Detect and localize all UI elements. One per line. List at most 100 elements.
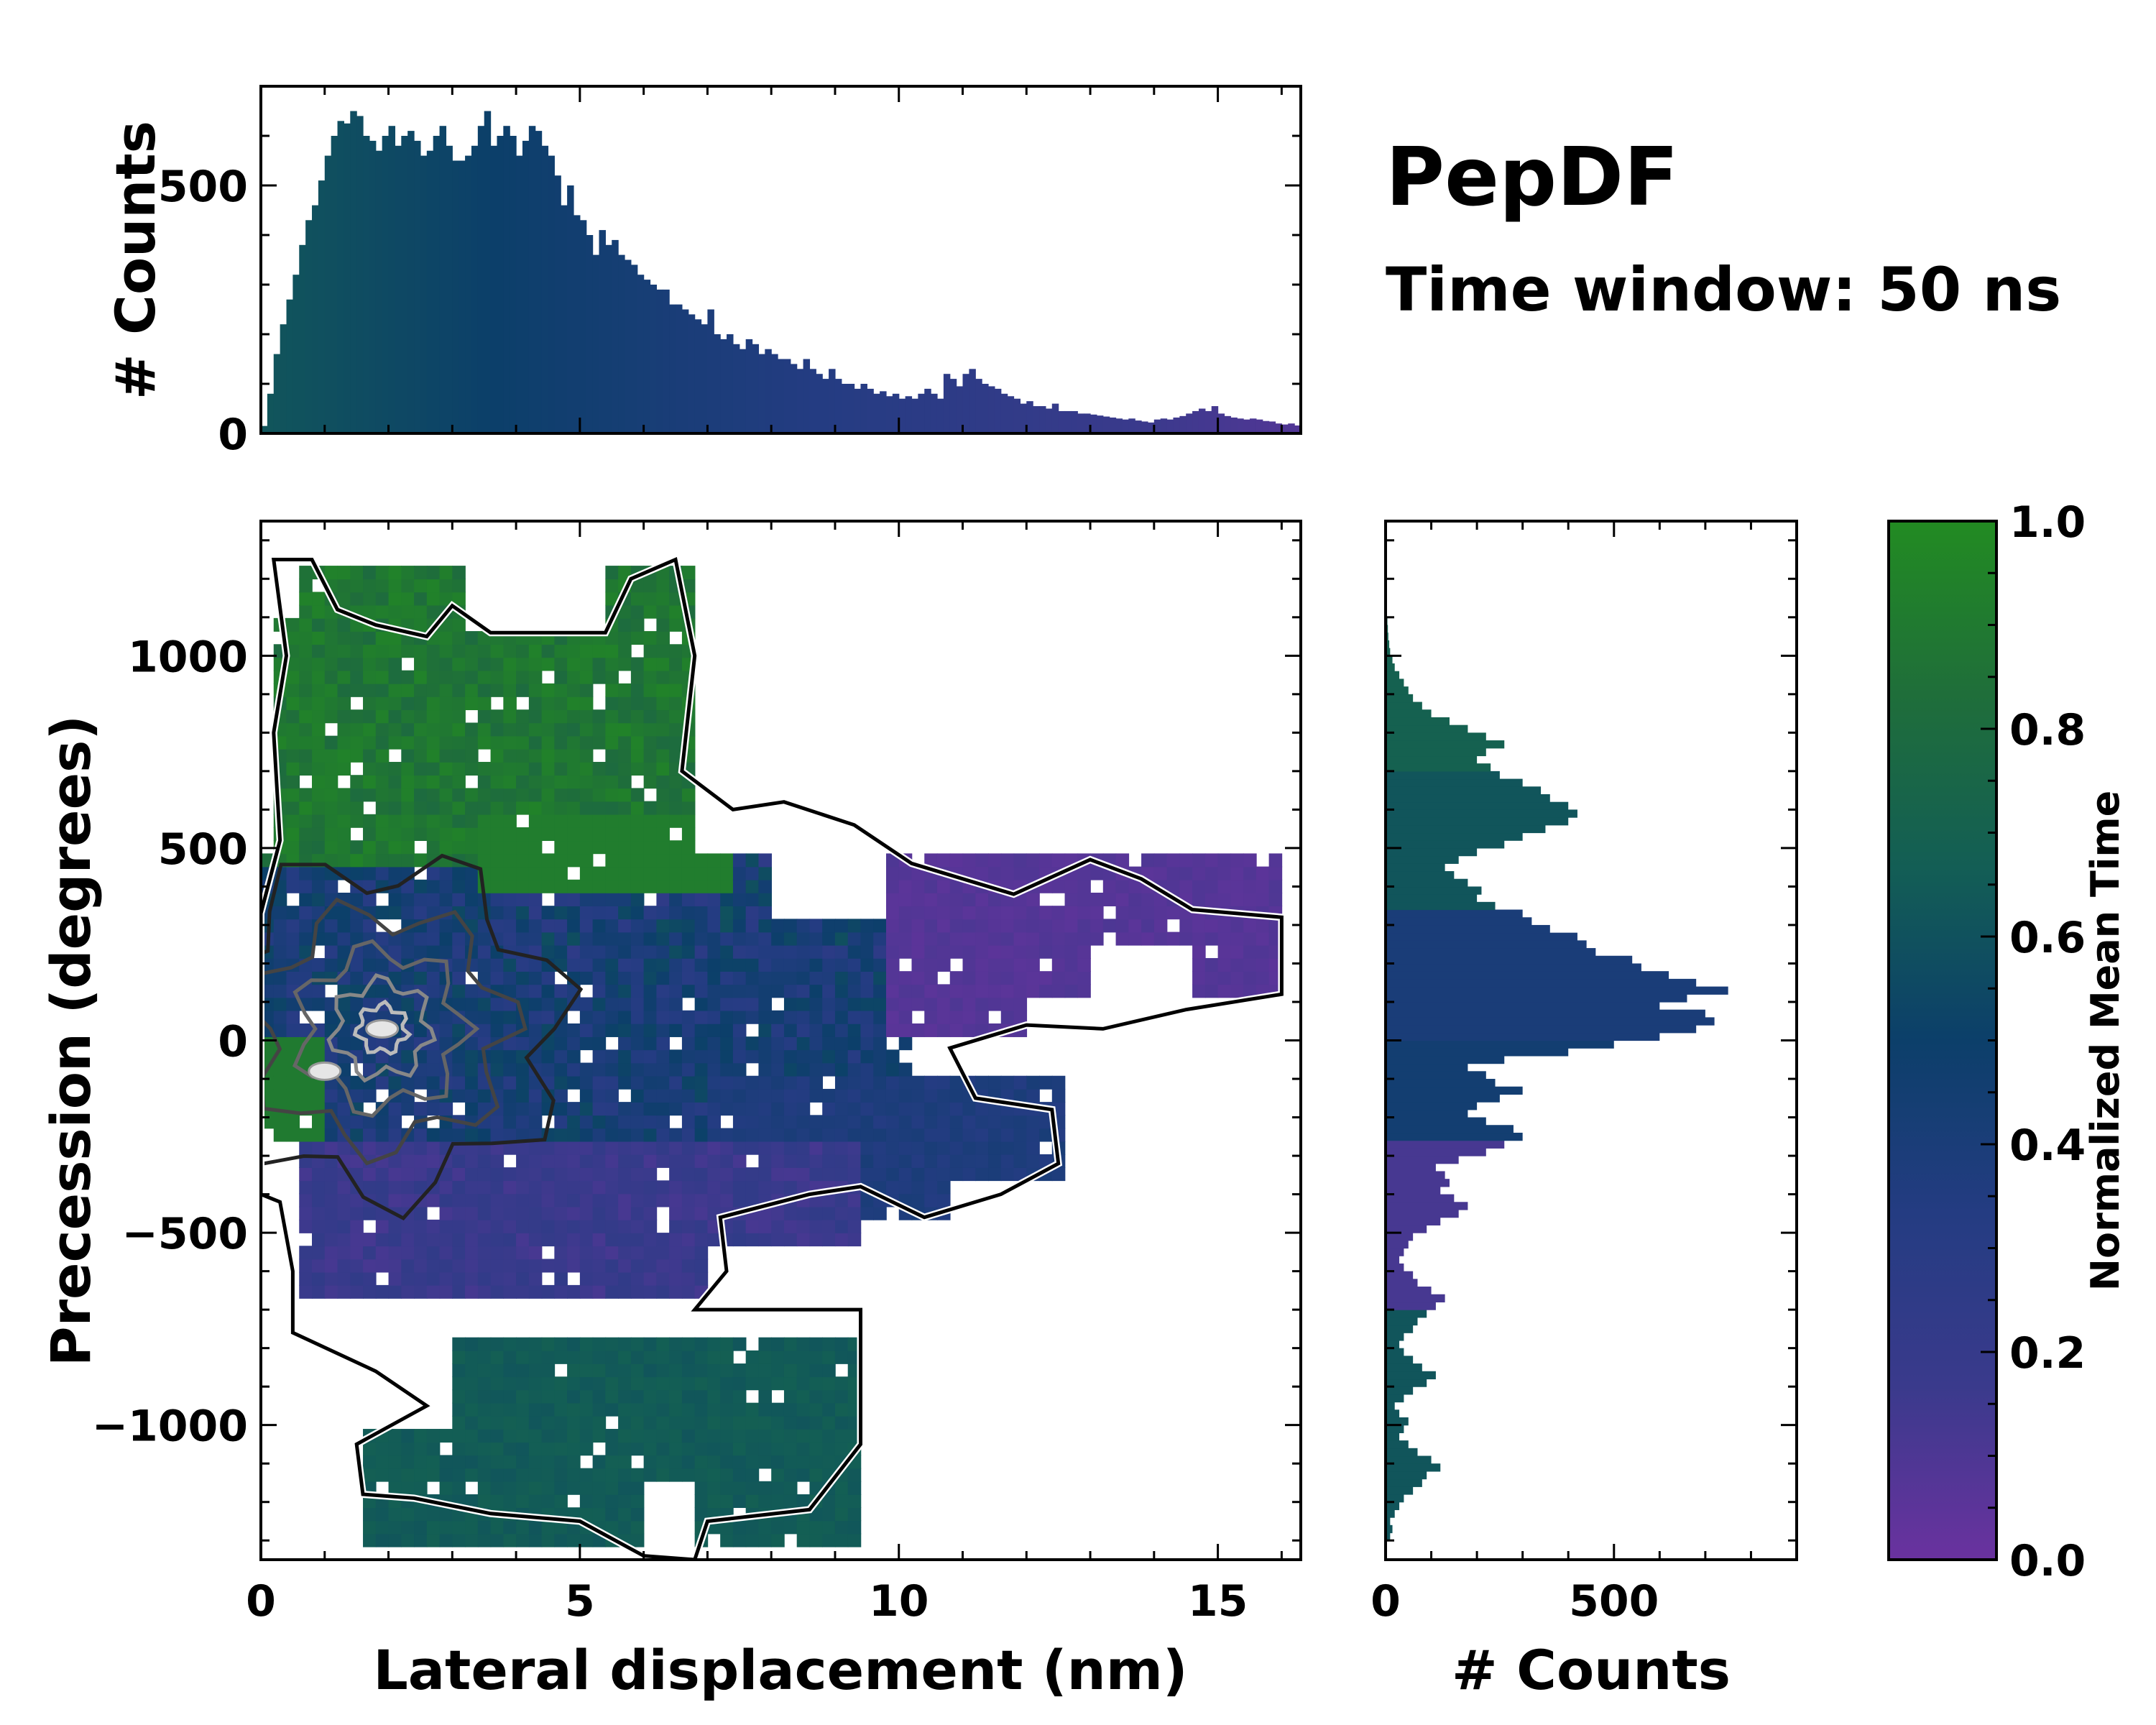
- heatmap-cell: [822, 1219, 836, 1233]
- heatmap-cell: [605, 579, 619, 593]
- heatmap-cell: [426, 944, 441, 959]
- heatmap-cell: [567, 1219, 581, 1233]
- heatmap-cell: [579, 644, 594, 658]
- heatmap-cell: [388, 670, 402, 684]
- heatmap-cell: [669, 722, 683, 737]
- heatmap-cell: [401, 1075, 415, 1090]
- heatmap-cell: [936, 1088, 951, 1103]
- right-histogram-bar: [1386, 1063, 1468, 1072]
- heatmap-cell: [439, 1206, 453, 1220]
- heatmap-cell: [656, 604, 670, 619]
- top-histogram-bar: [344, 123, 351, 433]
- heatmap-cell: [618, 1350, 632, 1364]
- heatmap-cell: [375, 1284, 390, 1299]
- heatmap-cell: [465, 1468, 479, 1482]
- heatmap-cell: [732, 932, 747, 946]
- heatmap-cell: [426, 1520, 441, 1535]
- heatmap-cell: [962, 1102, 977, 1116]
- heatmap-cell: [605, 566, 619, 580]
- heatmap-cell: [732, 1494, 747, 1509]
- heatmap-cell: [516, 840, 530, 855]
- heatmap-cell: [745, 1442, 760, 1456]
- heatmap-cell: [477, 722, 492, 737]
- heatmap-cell: [414, 853, 428, 868]
- heatmap-cell: [414, 617, 428, 632]
- heatmap-cell: [605, 1259, 619, 1273]
- heatmap-cell: [503, 1141, 517, 1155]
- top-histogram-bar: [834, 379, 842, 433]
- heatmap-cell: [911, 932, 926, 946]
- heatmap-cell: [503, 1219, 517, 1233]
- heatmap-cell: [299, 1206, 313, 1220]
- heatmap-cell: [605, 1154, 619, 1168]
- heatmap-cell: [681, 1429, 696, 1443]
- top-histogram-bar: [867, 388, 874, 433]
- heatmap-cell: [414, 1167, 428, 1182]
- heatmap-cell: [822, 932, 836, 946]
- heatmap-cell: [465, 722, 479, 737]
- heatmap-cell: [567, 1455, 581, 1469]
- heatmap-cell: [401, 1193, 415, 1208]
- heatmap-cell: [630, 1259, 645, 1273]
- heatmap-cell: [618, 1062, 632, 1077]
- heatmap-cell: [426, 735, 441, 750]
- heatmap-cell: [541, 788, 556, 802]
- heatmap-cell: [975, 1102, 989, 1116]
- heatmap-cell: [694, 1088, 709, 1103]
- heatmap-cell: [477, 1023, 492, 1037]
- heatmap-cell: [286, 1075, 300, 1090]
- heatmap-cell: [528, 1115, 543, 1129]
- heatmap-cell: [656, 735, 670, 750]
- heatmap-cell: [656, 1233, 670, 1247]
- heatmap-cell: [898, 919, 913, 933]
- top-histogram-bar: [426, 150, 434, 433]
- colorbar-tick-label: 0.2: [2009, 1328, 2086, 1379]
- heatmap-cell: [312, 1115, 326, 1129]
- heatmap-cell: [516, 827, 530, 842]
- heatmap-cell: [363, 592, 377, 606]
- heatmap-cell: [452, 1520, 466, 1535]
- heatmap-cell: [375, 1075, 390, 1090]
- heatmap-cell: [516, 1115, 530, 1129]
- heatmap-cell: [503, 1363, 517, 1378]
- top-histogram-bar: [535, 131, 543, 433]
- heatmap-cell: [465, 1271, 479, 1286]
- heatmap-cell: [503, 1389, 517, 1404]
- heatmap-cell: [579, 1128, 594, 1142]
- heatmap-cell: [962, 919, 977, 933]
- heatmap-cell: [949, 984, 964, 998]
- top-histogram-bar: [643, 280, 651, 433]
- heatmap-cell: [618, 944, 632, 959]
- heatmap-cell: [579, 1246, 594, 1260]
- heatmap-cell: [541, 1363, 556, 1378]
- heatmap-cell: [567, 735, 581, 750]
- heatmap-cell: [732, 1075, 747, 1090]
- top-histogram-bar: [918, 393, 925, 433]
- heatmap-cell: [745, 932, 760, 946]
- heatmap-cell: [426, 879, 441, 893]
- heatmap-cell: [618, 644, 632, 658]
- heatmap-cell: [1013, 944, 1028, 959]
- heatmap-cell: [567, 1167, 581, 1182]
- heatmap-cell: [490, 1455, 505, 1469]
- heatmap-cell: [898, 906, 913, 920]
- heatmap-cell: [286, 1115, 300, 1129]
- heatmap-cell: [630, 892, 645, 906]
- heatmap-cell: [771, 1520, 785, 1535]
- heatmap-cell: [477, 1088, 492, 1103]
- heatmap-cell: [567, 775, 581, 789]
- right-histogram-bar: [1386, 778, 1523, 787]
- heatmap-cell: [516, 775, 530, 789]
- heatmap-cell: [694, 1206, 709, 1220]
- heatmap-cell: [350, 566, 364, 580]
- heatmap-cell: [401, 566, 415, 580]
- heatmap-cell: [681, 1023, 696, 1037]
- heatmap-cell: [732, 1389, 747, 1404]
- heatmap-cell: [847, 1075, 862, 1090]
- heatmap-cell: [630, 879, 645, 893]
- heatmap-cell: [1013, 997, 1028, 1011]
- heatmap-cell: [477, 696, 492, 711]
- heatmap-cell: [299, 1193, 313, 1208]
- heatmap-cell: [388, 1115, 402, 1129]
- heatmap-cell: [630, 696, 645, 711]
